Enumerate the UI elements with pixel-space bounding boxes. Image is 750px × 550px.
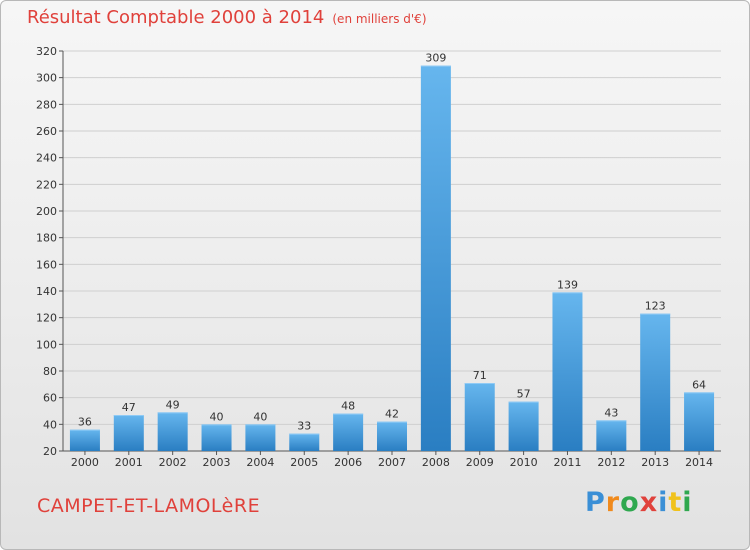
- bar: [157, 412, 188, 451]
- x-tick-label: 2013: [641, 456, 669, 469]
- bar: [245, 424, 276, 451]
- x-tick-label: 2003: [203, 456, 231, 469]
- x-tick-label: 2005: [290, 456, 318, 469]
- y-tick-label: 320: [36, 45, 57, 58]
- y-tick-label: 80: [43, 365, 57, 378]
- bar: [420, 65, 451, 452]
- y-tick-label: 120: [36, 312, 57, 325]
- chart-title-text: Résultat Comptable 2000 à 2014: [27, 7, 325, 28]
- town-name: CAMPET-ET-LAMOLèRE: [37, 495, 261, 517]
- y-tick-label: 160: [36, 258, 57, 271]
- y-tick-label: 140: [36, 285, 57, 298]
- bar: [596, 420, 627, 451]
- bar-value-label: 49: [166, 398, 180, 411]
- bar: [333, 413, 364, 451]
- x-tick-label: 2012: [597, 456, 625, 469]
- y-tick-label: 300: [36, 72, 57, 85]
- bar-value-label: 57: [517, 388, 531, 401]
- logo-letter: i: [658, 487, 669, 518]
- y-tick-label: 260: [36, 125, 57, 138]
- y-tick-label: 180: [36, 232, 57, 245]
- x-tick-label: 2010: [510, 456, 538, 469]
- bar-value-label: 40: [210, 410, 224, 423]
- bar-value-label: 40: [253, 410, 267, 423]
- bar: [201, 424, 232, 451]
- bar: [289, 433, 320, 451]
- bar: [684, 392, 715, 451]
- bar: [113, 415, 144, 451]
- x-tick-label: 2009: [466, 456, 494, 469]
- logo-letter: r: [605, 487, 621, 518]
- bar: [640, 313, 671, 451]
- x-tick-label: 2002: [159, 456, 187, 469]
- bar-value-label: 33: [297, 420, 311, 433]
- bar-value-label: 36: [78, 416, 92, 429]
- logo-letter: P: [585, 487, 606, 518]
- x-tick-label: 2001: [115, 456, 143, 469]
- bar-value-label: 64: [692, 378, 706, 391]
- y-tick-label: 240: [36, 152, 57, 165]
- bar-value-label: 123: [645, 300, 666, 313]
- bar-value-label: 48: [341, 400, 355, 413]
- y-tick-label: 60: [43, 392, 57, 405]
- bar-value-label: 43: [604, 406, 618, 419]
- bar-value-label: 42: [385, 408, 399, 421]
- y-tick-label: 280: [36, 98, 57, 111]
- y-tick-label: 20: [43, 445, 57, 458]
- bar: [464, 383, 495, 451]
- proxiti-logo[interactable]: Proxiti: [585, 487, 693, 518]
- y-tick-label: 100: [36, 338, 57, 351]
- x-tick-label: 2007: [378, 456, 406, 469]
- x-tick-label: 2014: [685, 456, 713, 469]
- logo-letter: t: [668, 487, 683, 518]
- chart-title: Résultat Comptable 2000 à 2014 (en millie…: [27, 7, 427, 28]
- bar-value-label: 139: [557, 278, 578, 291]
- bar: [552, 292, 583, 451]
- logo-letter: x: [639, 487, 659, 518]
- bar: [508, 401, 539, 451]
- x-tick-label: 2008: [422, 456, 450, 469]
- chart-unit-label: (en milliers d'€): [332, 12, 427, 26]
- bar: [377, 421, 407, 451]
- bar: [69, 429, 100, 451]
- x-tick-label: 2006: [334, 456, 362, 469]
- bar-value-label: 71: [473, 369, 487, 382]
- logo-letter: i: [682, 487, 693, 518]
- y-tick-label: 220: [36, 178, 57, 191]
- y-tick-label: 40: [43, 418, 57, 431]
- bar-value-label: 309: [425, 52, 446, 65]
- x-tick-label: 2004: [246, 456, 274, 469]
- logo-letter: o: [620, 487, 640, 518]
- x-tick-label: 2011: [553, 456, 581, 469]
- bar-value-label: 47: [122, 401, 136, 414]
- x-tick-label: 2000: [71, 456, 99, 469]
- y-tick-label: 200: [36, 205, 57, 218]
